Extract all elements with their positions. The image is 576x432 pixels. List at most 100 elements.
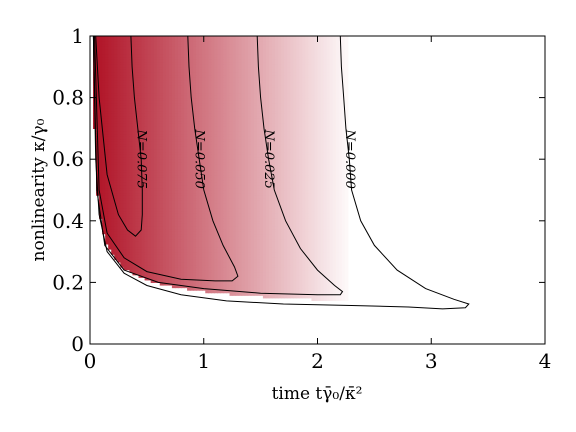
heat-cell: [232, 261, 237, 266]
heat-cell: [272, 169, 276, 173]
heat-cell: [220, 264, 225, 268]
heat-cell: [262, 143, 267, 147]
heat-cell: [247, 282, 252, 286]
heat-cell: [150, 223, 155, 227]
heat-cell: [153, 249, 158, 253]
heat-cell: [311, 143, 316, 147]
heat-cell: [117, 174, 121, 178]
heat-cell: [156, 223, 161, 227]
heat-cell: [120, 249, 124, 253]
heat-cell: [262, 269, 267, 273]
heat-cell: [317, 169, 322, 173]
heat-cell: [268, 190, 273, 194]
heat-cell: [250, 195, 255, 199]
heat-cell: [262, 197, 267, 201]
heat-cell: [177, 264, 182, 268]
heat-cell: [238, 251, 243, 255]
heat-cell: [253, 272, 258, 276]
heat-cell: [208, 190, 212, 194]
heat-cell: [244, 243, 249, 248]
heat-cell: [238, 233, 243, 237]
heat-cell: [156, 259, 161, 263]
heat-cell: [278, 236, 282, 240]
heat-cell: [147, 136, 152, 140]
heat-cell: [196, 284, 200, 289]
heat-cell: [208, 238, 212, 242]
heat-cell: [320, 154, 325, 158]
heat-cell: [211, 279, 215, 283]
heat-cell: [165, 166, 170, 171]
heat-cell: [202, 166, 206, 171]
heat-cell: [162, 130, 167, 135]
heat-cell: [211, 251, 215, 255]
heat-cell: [177, 151, 182, 155]
heat-cell: [272, 177, 276, 181]
heat-cell: [129, 223, 134, 227]
heat-cell: [305, 138, 309, 142]
heat-cell: [147, 205, 152, 209]
heat-cell: [108, 215, 112, 219]
heat-cell: [147, 259, 152, 263]
heat-cell: [256, 292, 261, 296]
heat-cell: [341, 174, 346, 178]
heat-cell: [235, 249, 240, 253]
heat-cell: [150, 269, 155, 273]
heat-cell: [284, 151, 288, 155]
heat-cell: [317, 148, 322, 153]
heat-cell: [184, 246, 188, 250]
heat-cell: [299, 138, 303, 142]
heat-cell: [302, 184, 306, 189]
heat-cell: [214, 243, 218, 248]
heat-cell: [344, 172, 349, 176]
heat-cell: [341, 228, 346, 232]
heat-cell: [287, 267, 291, 271]
heat-cell: [208, 269, 212, 273]
heat-cell: [272, 292, 276, 296]
heat-cell: [181, 174, 185, 178]
heat-cell: [262, 141, 267, 145]
heat-cell: [168, 172, 173, 176]
heat-cell: [123, 151, 127, 155]
heat-cell: [117, 246, 121, 250]
heat-cell: [332, 205, 337, 209]
heat-cell: [290, 279, 294, 283]
heat-cell: [184, 264, 188, 268]
heat-cell: [126, 238, 131, 242]
heat-cell: [190, 166, 194, 171]
heat-cell: [108, 156, 112, 160]
heat-cell: [238, 215, 243, 219]
heat-cell: [311, 182, 316, 186]
heat-cell: [144, 249, 149, 253]
heat-cell: [293, 284, 297, 289]
heat-cell: [278, 243, 282, 248]
heat-cell: [150, 136, 155, 140]
heat-cell: [305, 249, 309, 253]
heat-cell: [132, 254, 137, 258]
heat-cell: [320, 161, 325, 165]
heat-cell: [250, 261, 255, 266]
heat-cell: [108, 207, 112, 212]
heat-cell: [299, 290, 303, 294]
heat-cell: [232, 243, 237, 248]
heat-cell: [126, 197, 131, 201]
heat-cell: [184, 133, 188, 137]
heat-cell: [262, 195, 267, 199]
heat-cell: [153, 156, 158, 160]
heat-cell: [159, 259, 164, 263]
heat-cell: [232, 190, 237, 194]
heat-cell: [317, 210, 322, 214]
heat-cell: [244, 159, 249, 163]
heat-cell: [105, 166, 109, 171]
heat-cell: [302, 277, 306, 281]
heat-cell: [281, 241, 285, 245]
heat-cell: [138, 249, 143, 253]
heat-cell: [223, 154, 228, 158]
heat-cell: [132, 133, 137, 137]
heat-cell: [247, 172, 252, 176]
heat-cell: [168, 136, 173, 140]
heat-cell: [202, 272, 206, 276]
heat-cell: [250, 148, 255, 153]
heat-cell: [268, 164, 273, 168]
heat-cell: [223, 190, 228, 194]
heat-cell: [323, 282, 328, 286]
